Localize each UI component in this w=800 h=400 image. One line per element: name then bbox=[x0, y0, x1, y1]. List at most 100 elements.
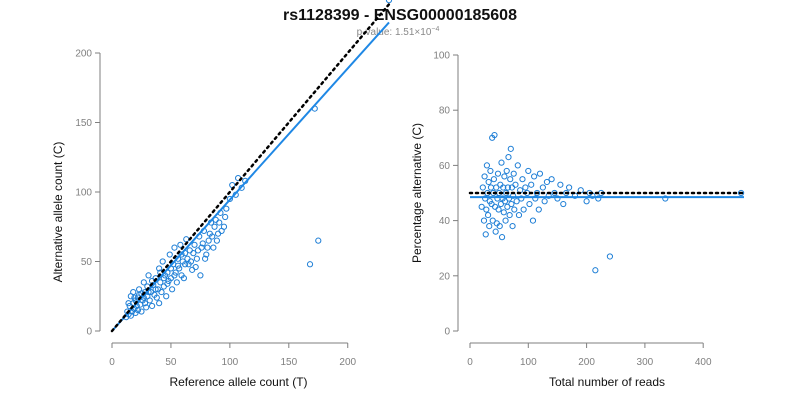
right-x-tick-label: 400 bbox=[695, 357, 712, 368]
left-data-point bbox=[210, 244, 217, 251]
right-data-point bbox=[529, 217, 537, 224]
left-data-point bbox=[156, 300, 163, 307]
right-data-point bbox=[504, 203, 511, 210]
right-y-tick-label: 0 bbox=[444, 327, 450, 338]
right-data-point bbox=[480, 217, 488, 224]
left-data-point bbox=[143, 304, 150, 311]
left-data-point bbox=[145, 272, 152, 279]
left-reference-line bbox=[110, 3, 391, 333]
right-x-tick-label: 0 bbox=[467, 357, 473, 368]
left-data-point bbox=[157, 279, 164, 286]
right-data-point bbox=[512, 181, 519, 188]
left-data-point bbox=[209, 233, 216, 240]
right-data-point bbox=[491, 131, 498, 139]
subtitle-exponent: −4 bbox=[431, 26, 439, 33]
right-data-point bbox=[606, 253, 614, 260]
right-y-tick-label: 60 bbox=[439, 161, 451, 172]
right-data-point bbox=[518, 195, 525, 202]
left-y-tick-label: 200 bbox=[75, 49, 92, 60]
right-data-point bbox=[566, 184, 573, 191]
right-data-point bbox=[522, 184, 529, 191]
right-data-point bbox=[500, 209, 507, 216]
left-data-point bbox=[153, 294, 160, 301]
right-data-point bbox=[554, 195, 561, 202]
right-data-point bbox=[501, 173, 508, 180]
right-data-point bbox=[505, 154, 512, 161]
right-data-point bbox=[541, 198, 548, 205]
left-data-point bbox=[177, 241, 184, 248]
right-data-point bbox=[519, 176, 526, 183]
left-data-point bbox=[184, 255, 191, 262]
right-data-point bbox=[482, 195, 489, 202]
left-data-point bbox=[222, 213, 229, 221]
right-data-point bbox=[479, 184, 486, 191]
right-data-point bbox=[560, 200, 567, 208]
left-data-point bbox=[173, 279, 180, 286]
right-y-tick-label: 80 bbox=[439, 106, 451, 117]
left-data-point bbox=[159, 258, 166, 265]
left-data-point bbox=[130, 288, 137, 296]
left-data-point bbox=[164, 280, 171, 287]
left-data-point bbox=[203, 251, 210, 258]
left-data-point bbox=[218, 227, 225, 235]
left-data-point bbox=[160, 275, 167, 282]
right-data-point bbox=[543, 178, 551, 186]
right-data-point bbox=[496, 223, 503, 230]
left-data-point bbox=[306, 261, 314, 268]
right-data-point bbox=[490, 176, 498, 183]
left-data-point bbox=[148, 302, 156, 310]
left-data-point bbox=[180, 275, 188, 282]
left-data-point bbox=[166, 251, 173, 258]
right-data-point bbox=[503, 167, 510, 175]
right-data-point bbox=[483, 162, 491, 169]
right-data-point bbox=[592, 267, 599, 274]
right-data-point bbox=[501, 198, 509, 205]
right-data-point bbox=[498, 159, 505, 166]
left-data-point bbox=[178, 251, 185, 258]
right-data-point bbox=[483, 206, 490, 213]
right-data-point bbox=[532, 195, 539, 202]
right-data-point bbox=[505, 195, 513, 202]
left-data-point bbox=[192, 263, 199, 271]
left-data-point bbox=[138, 308, 145, 315]
left-data-point bbox=[158, 288, 165, 296]
left-data-point bbox=[205, 237, 212, 244]
left-data-point bbox=[140, 279, 147, 286]
left-y-tick-label: 100 bbox=[75, 188, 92, 199]
right-data-point bbox=[485, 178, 492, 186]
left-data-point bbox=[223, 205, 230, 212]
right-data-point bbox=[526, 200, 533, 208]
right-data-point bbox=[502, 217, 509, 224]
right-data-point bbox=[533, 189, 541, 197]
left-x-axis-label: Reference allele count (T) bbox=[169, 375, 307, 389]
right-data-point bbox=[548, 176, 555, 183]
right-data-point bbox=[514, 162, 521, 169]
right-data-point bbox=[511, 206, 518, 213]
right-data-point bbox=[508, 200, 515, 208]
right-data-point bbox=[491, 203, 499, 210]
left-scatter-panel: 0 50 100 150 200 0 50 100 150 200 Reference allele… bbox=[51, 0, 393, 389]
left-x-tick-label: 200 bbox=[339, 357, 356, 368]
left-data-point bbox=[127, 312, 134, 319]
right-data-point bbox=[497, 200, 504, 208]
right-data-point bbox=[513, 198, 520, 205]
left-data-point bbox=[199, 240, 206, 247]
right-data-point bbox=[509, 223, 516, 230]
left-data-point bbox=[193, 255, 200, 262]
left-data-point bbox=[171, 244, 178, 251]
left-data-point bbox=[146, 297, 153, 304]
left-data-point bbox=[174, 262, 182, 269]
right-data-point bbox=[487, 184, 495, 191]
left-data-point bbox=[226, 195, 233, 203]
left-data-point bbox=[189, 266, 196, 273]
right-data-point bbox=[535, 206, 542, 213]
right-data-point bbox=[531, 173, 538, 180]
right-data-point bbox=[510, 170, 517, 177]
figure-subtitle: p-value: 1.51×10−4 bbox=[357, 26, 440, 38]
right-data-point bbox=[536, 170, 544, 177]
right-x-tick-label: 200 bbox=[578, 357, 595, 368]
left-data-point bbox=[202, 255, 209, 262]
right-y-tick-label: 100 bbox=[433, 51, 450, 62]
left-data-point bbox=[125, 300, 132, 307]
